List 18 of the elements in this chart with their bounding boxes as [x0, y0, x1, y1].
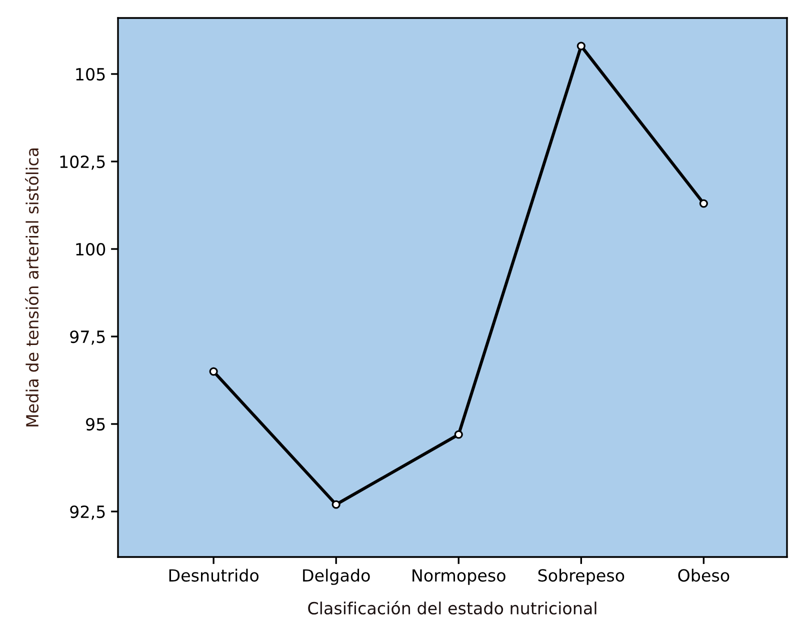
y-tick-label: 97,5 [70, 330, 105, 345]
x-tick-label: Desnutrido [169, 568, 259, 582]
point [454, 430, 463, 439]
y-axis-title: Media de tensión arterial sistólica [25, 148, 39, 426]
y-tick-label: 105 [76, 68, 105, 81]
y-tick-label: 95 [86, 418, 105, 431]
point [209, 367, 218, 376]
x-tick-label: Obeso [678, 568, 730, 582]
y-tick-label: 92,5 [70, 505, 105, 520]
x-tick-label: Normopeso [412, 569, 506, 585]
y-tick-label: 100 [76, 242, 106, 256]
point [332, 500, 340, 509]
point [576, 42, 586, 50]
point [699, 199, 708, 208]
x-tick-label: Sobrepeso [538, 568, 624, 585]
x-axis-title: Clasificación del estado nutricional [308, 600, 596, 615]
x-tick-label: Delgado [303, 568, 370, 585]
y-tick-label: 102,5 [60, 155, 105, 170]
